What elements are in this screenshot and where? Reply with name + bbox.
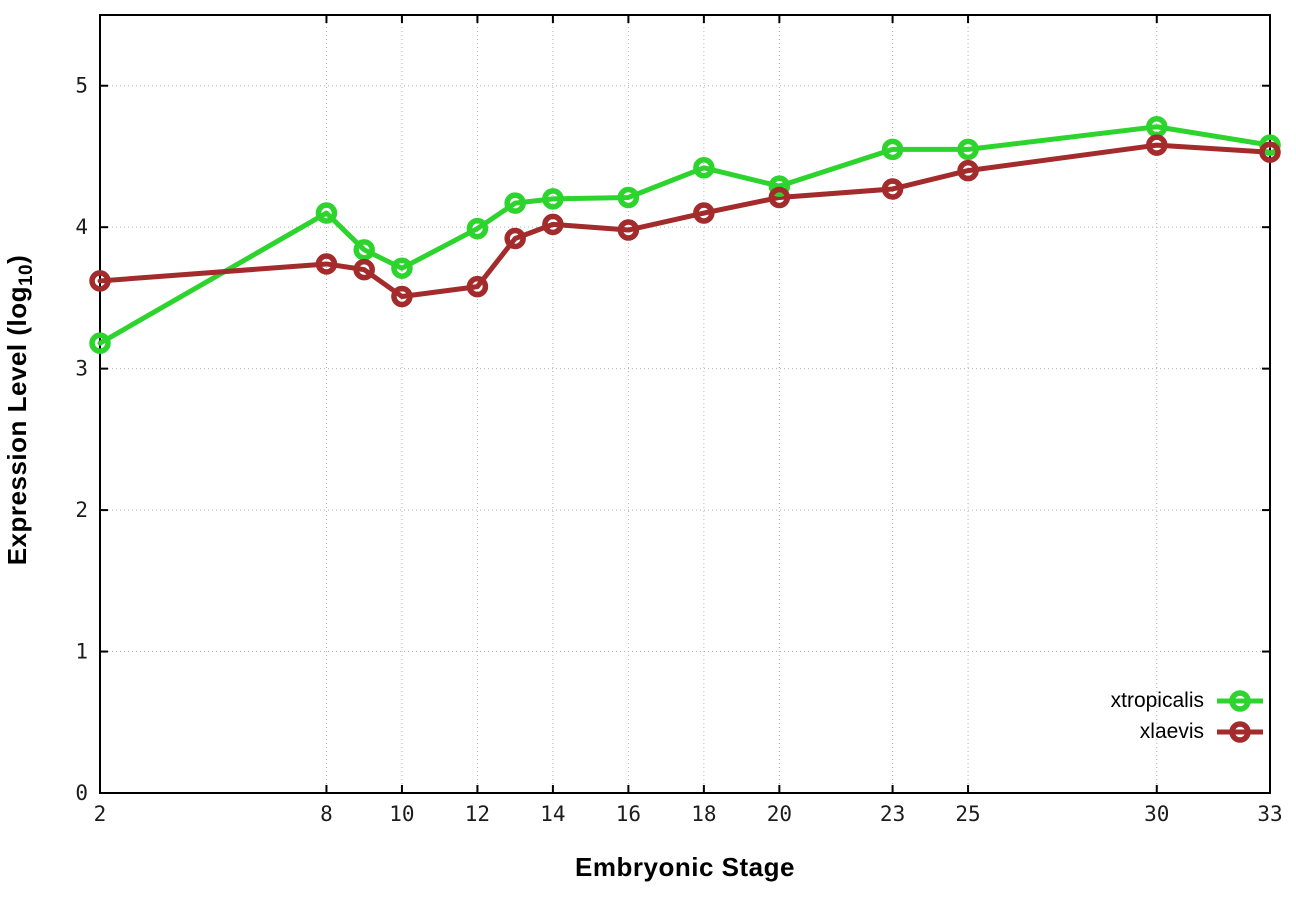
data-point-xlaevis: [1146, 134, 1168, 156]
legend: xtropicalis xlaevis: [1111, 687, 1264, 746]
x-axis-title: Embryonic Stage: [575, 852, 795, 882]
data-point-xlaevis: [353, 258, 375, 281]
data-point-xtropicalis: [466, 217, 489, 240]
x-tick-label: 25: [955, 802, 980, 826]
data-point-xlaevis: [693, 202, 715, 224]
data-point-xlaevis: [542, 213, 564, 236]
x-tick-label: 12: [465, 802, 490, 826]
x-tick-label: 16: [616, 802, 641, 826]
data-point-xlaevis: [315, 253, 338, 275]
data-point-xlaevis: [768, 186, 791, 209]
x-tick-label: 20: [767, 802, 792, 826]
legend-label: xlaevis: [1139, 720, 1204, 743]
plot-frame: [99, 14, 1271, 794]
x-tick-label: 23: [880, 802, 905, 826]
legend-label: xtropicalis: [1110, 689, 1204, 712]
data-point-xtropicalis: [881, 138, 904, 161]
legend-row: xtropicalis: [1111, 687, 1264, 715]
data-point-xlaevis: [466, 275, 489, 298]
data-point-xtropicalis: [89, 332, 111, 354]
y-axis-title: Expression Level (log10): [2, 210, 38, 610]
x-tick-label: 10: [389, 802, 414, 826]
data-point-xtropicalis: [504, 192, 526, 214]
data-point-xtropicalis: [315, 202, 338, 224]
y-tick-label: 5: [75, 74, 88, 98]
x-tick-label: 8: [320, 802, 333, 826]
data-point-xtropicalis: [617, 186, 640, 209]
y-axis-title-subscript: 10: [16, 263, 37, 287]
data-point-xlaevis: [504, 227, 526, 250]
y-tick-label: 2: [75, 498, 88, 522]
data-point-xtropicalis: [693, 157, 715, 179]
data-point-xlaevis: [89, 270, 111, 292]
legend-marker-circle: [1229, 721, 1251, 743]
data-point-xtropicalis: [768, 175, 791, 197]
data-point-xlaevis: [617, 219, 640, 241]
y-axis-title-suffix: ): [2, 254, 32, 264]
series-line-xtropicalis: [97, 124, 1273, 346]
data-point-xlaevis: [957, 159, 979, 182]
data-point-xtropicalis: [353, 239, 375, 261]
x-tick-label: 30: [1144, 802, 1169, 826]
y-axis-title-text: Expression Level (log: [2, 286, 32, 566]
data-point-xlaevis: [391, 285, 413, 308]
x-tick-label: 18: [691, 802, 716, 826]
legend-marker-icon: [1217, 690, 1263, 712]
y-tick-label: 1: [75, 640, 88, 664]
x-tick-label: 14: [540, 802, 565, 826]
data-point-xlaevis: [881, 178, 904, 200]
data-point-xlaevis: [1259, 141, 1281, 163]
data-point-xtropicalis: [542, 188, 564, 210]
data-point-xtropicalis: [957, 138, 979, 161]
y-tick-label: 0: [75, 781, 88, 805]
legend-row: xlaevis: [1140, 718, 1264, 746]
legend-marker-circle: [1229, 690, 1251, 712]
x-tick-label: 2: [94, 802, 107, 826]
x-tick-label: 33: [1257, 802, 1282, 826]
y-tick-label: 3: [75, 357, 88, 381]
legend-marker-icon: [1217, 721, 1263, 743]
y-tick-label: 4: [75, 215, 88, 239]
series-line-xlaevis: [97, 142, 1273, 299]
data-point-xtropicalis: [391, 257, 413, 279]
